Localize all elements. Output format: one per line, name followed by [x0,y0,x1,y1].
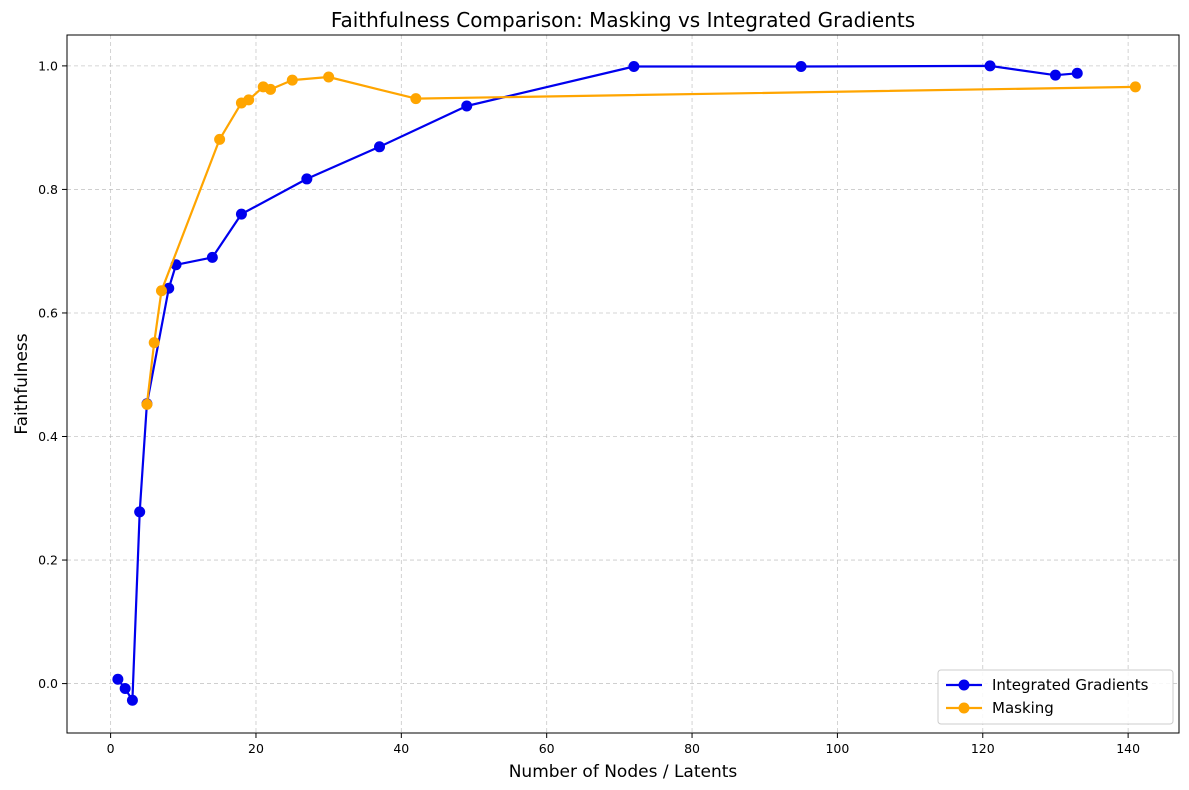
data-point [235,208,247,220]
series-line-1 [145,75,1136,405]
x-tick-label: 100 [825,741,849,756]
x-tick-label: 40 [393,741,409,756]
data-point [286,74,298,86]
y-tick-label: 0.2 [38,553,58,568]
data-point [301,173,313,185]
legend-box [937,669,1174,725]
plot-area-frame [66,34,1180,734]
series-layer [112,60,1141,706]
y-tick-label: 0.6 [38,305,58,320]
y-tick-label: 0.8 [38,182,58,197]
data-point [1049,69,1061,81]
x-tick-label: 80 [684,741,700,756]
x-tick-label: 0 [107,741,115,756]
data-point [119,683,131,695]
axis-ticks: 0 20 40 60 80 100 120 140 0.0 0.2 0.4 0.6 0.8 1.0 [38,58,1140,756]
x-tick-label: 60 [539,741,555,756]
data-point [795,61,807,73]
data-point [461,100,473,112]
data-point [141,398,153,410]
data-point [628,61,640,73]
data-point [410,93,422,105]
legend: Integrated Gradients Masking [937,669,1174,725]
chart-title: Faithfulness Comparison: Masking vs Inte… [331,8,915,32]
data-point [243,94,255,106]
data-point [374,141,386,153]
data-point [134,506,146,518]
y-axis-title: Faithfulness [12,333,32,434]
legend-label: Masking [992,699,1054,717]
data-point [112,673,124,685]
data-point [265,83,277,95]
x-tick-label: 20 [248,741,264,756]
data-point [206,251,218,263]
data-point [1071,67,1083,79]
x-tick-label: 140 [1116,741,1140,756]
x-axis-title: Number of Nodes / Latents [509,762,738,782]
data-point [984,60,996,72]
data-point [155,285,167,297]
y-tick-label: 0.4 [38,429,58,444]
legend-label: Integrated Gradients [992,676,1149,694]
y-tick-label: 1.0 [38,58,58,73]
x-tick-label: 120 [971,741,995,756]
data-point [323,71,335,83]
data-point [214,133,226,145]
data-point [1129,81,1141,93]
legend-marker [958,702,970,714]
legend-marker [958,679,970,691]
grid [67,35,1179,733]
data-point [126,694,138,706]
data-point [148,337,160,349]
y-tick-label: 0.0 [38,676,58,691]
